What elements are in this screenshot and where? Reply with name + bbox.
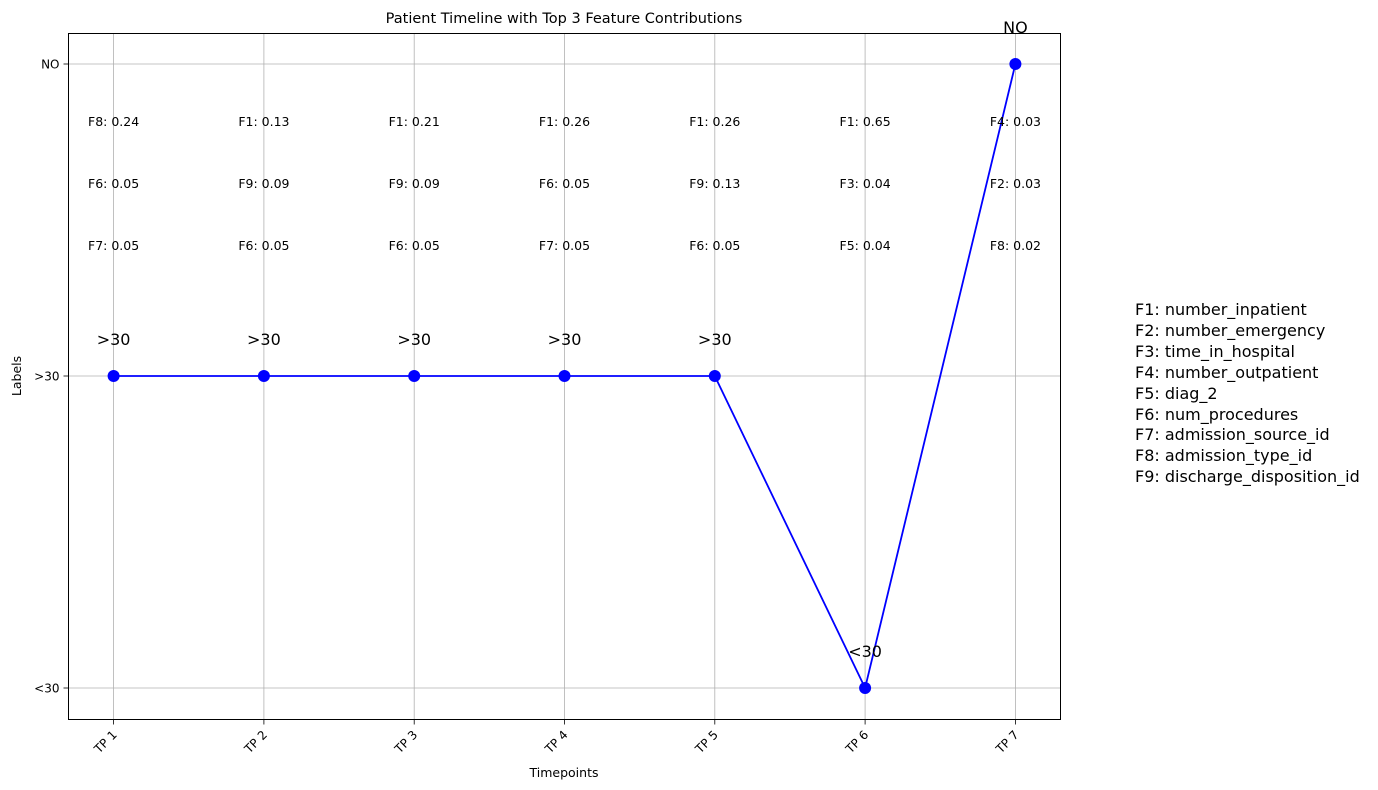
y-axis-ticks: <30 >30 NO [34, 58, 69, 696]
point-label: >30 [548, 330, 582, 349]
feature-contribution-label: F9: 0.09 [238, 176, 289, 191]
feature-contribution-label: F1: 0.13 [238, 114, 289, 129]
y-tick-label: NO [41, 58, 59, 72]
x-tick-label: TP 5 [692, 728, 721, 757]
feature-contribution-label: F3: 0.04 [840, 176, 891, 191]
feature-contribution-label: F9: 0.09 [389, 176, 440, 191]
x-tick-label: TP 6 [842, 728, 871, 757]
x-tick-label: TP 4 [542, 728, 571, 757]
legend-item: F3: time_in_hospital [1135, 341, 1295, 361]
x-axis-label: Timepoints [529, 765, 599, 780]
data-point [107, 370, 120, 382]
legend-item: F2: number_emergency [1135, 320, 1326, 340]
feature-contribution-label: F9: 0.13 [689, 176, 740, 191]
feature-contribution-label: F6: 0.05 [238, 238, 289, 253]
annotations: >30 >30 >30 >30 >30 <30 NO F8: 0.24 F6: 0.05 F7: … [88, 18, 1041, 661]
legend-item: F9: discharge_disposition_id [1135, 467, 1360, 487]
legend-item: F4: number_outpatient [1135, 362, 1319, 382]
x-tick-label: TP 2 [241, 728, 270, 757]
feature-contribution-label: F7: 0.05 [88, 238, 139, 253]
y-tick-label: <30 [34, 682, 59, 696]
point-label: >30 [247, 330, 281, 349]
feature-contribution-label: F6: 0.05 [539, 176, 590, 191]
data-point [1009, 58, 1022, 70]
legend-item: F7: admission_source_id [1135, 425, 1330, 445]
point-label: >30 [97, 330, 131, 349]
data-point [708, 370, 721, 382]
feature-contribution-label: F1: 0.26 [689, 114, 740, 129]
point-label: >30 [698, 330, 732, 349]
feature-legend: F1: number_inpatient F2: number_emergency… [1135, 300, 1360, 488]
series-line [107, 58, 1022, 694]
point-label: <30 [848, 642, 882, 661]
chart-title: Patient Timeline with Top 3 Feature Cont… [386, 11, 743, 27]
y-tick-label: >30 [34, 370, 59, 384]
data-point [408, 370, 421, 382]
feature-contribution-label: F1: 0.21 [389, 114, 440, 129]
feature-contribution-label: F6: 0.05 [689, 238, 740, 253]
x-tick-label: TP 3 [391, 728, 420, 757]
data-point [859, 682, 872, 694]
y-axis-label: Labels [9, 356, 24, 396]
point-label: NO [1003, 18, 1028, 37]
feature-contribution-label: F2: 0.03 [990, 176, 1041, 191]
feature-contribution-label: F8: 0.24 [88, 114, 139, 129]
point-label: >30 [397, 330, 431, 349]
feature-contribution-label: F1: 0.26 [539, 114, 590, 129]
x-axis-ticks: TP 1 TP 2 TP 3 TP 4 TP 5 TP 6 TP 7 [91, 719, 1022, 757]
feature-contribution-label: F5: 0.04 [840, 238, 891, 253]
feature-contribution-label: F6: 0.05 [389, 238, 440, 253]
data-point [558, 370, 571, 382]
feature-contribution-label: F4: 0.03 [990, 114, 1041, 129]
feature-contribution-label: F1: 0.65 [840, 114, 891, 129]
feature-contribution-label: F7: 0.05 [539, 238, 590, 253]
x-tick-label: TP 1 [91, 728, 120, 757]
legend-item: F6: num_procedures [1135, 404, 1299, 424]
legend-item: F1: number_inpatient [1135, 300, 1307, 319]
legend-item: F8: admission_type_id [1135, 446, 1313, 466]
legend-item: F5: diag_2 [1135, 383, 1218, 403]
data-point [257, 370, 270, 382]
feature-contribution-label: F6: 0.05 [88, 176, 139, 191]
x-tick-label: TP 7 [993, 728, 1022, 757]
feature-contribution-label: F8: 0.02 [990, 238, 1041, 253]
